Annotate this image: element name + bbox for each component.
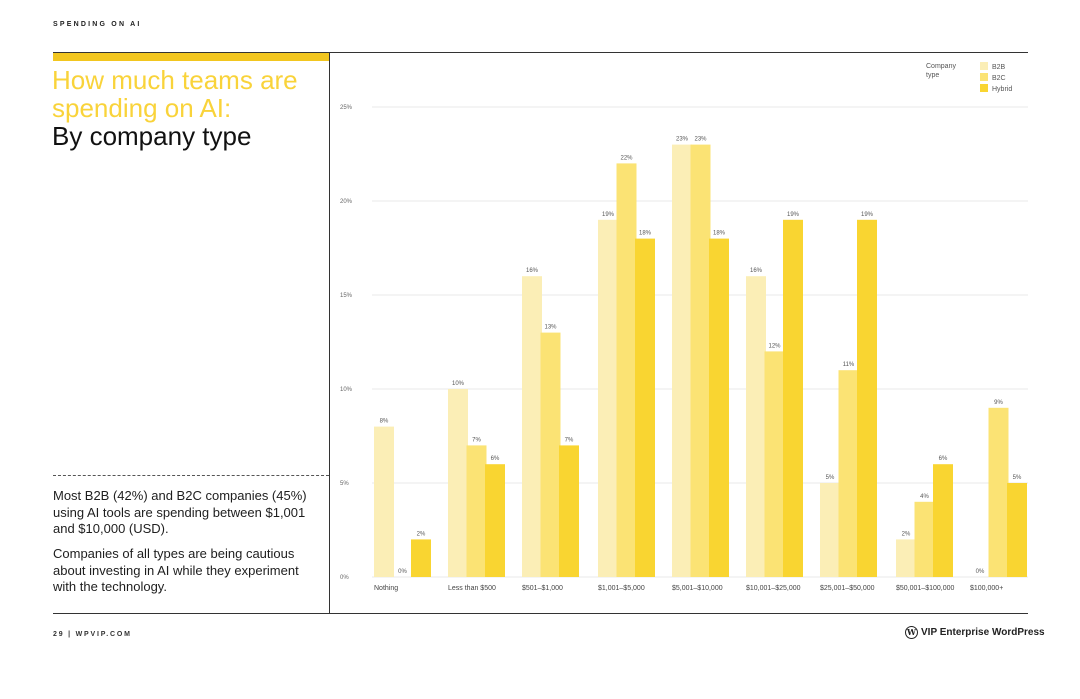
x-category-label: $10,001–$25,000 bbox=[746, 585, 801, 592]
x-category-label: $50,001–$100,000 bbox=[896, 585, 954, 592]
data-label: 11% bbox=[843, 362, 855, 368]
data-label: 16% bbox=[526, 268, 539, 274]
bar-b2b-7 bbox=[896, 539, 916, 577]
legend-swatch-hybrid bbox=[980, 84, 988, 92]
bar-hybrid-8 bbox=[1007, 483, 1027, 577]
bar-b2c-7 bbox=[914, 501, 935, 577]
bar-hybrid-4 bbox=[709, 238, 729, 577]
bar-b2b-5 bbox=[746, 276, 766, 577]
bar-b2b-1 bbox=[448, 389, 468, 577]
x-category-label: Less than $500 bbox=[448, 585, 496, 592]
bottom-divider bbox=[53, 613, 1028, 614]
data-label: 7% bbox=[472, 437, 481, 443]
bar-b2c-2 bbox=[540, 332, 561, 577]
data-label: 19% bbox=[602, 212, 615, 218]
bar-hybrid-1 bbox=[485, 464, 505, 577]
bar-b2b-0 bbox=[374, 426, 394, 577]
top-divider bbox=[53, 52, 1028, 53]
y-tick-label: 15% bbox=[340, 293, 353, 299]
data-label: 16% bbox=[750, 268, 763, 274]
x-category-label: $100,000+ bbox=[970, 585, 1003, 592]
bar-b2b-3 bbox=[598, 219, 618, 578]
data-label: 18% bbox=[639, 231, 652, 237]
y-tick-label: 20% bbox=[340, 199, 353, 205]
footer-brand-text: VIP Enterprise WordPress bbox=[921, 627, 1045, 638]
data-label: 6% bbox=[939, 456, 948, 462]
data-label: 6% bbox=[491, 456, 500, 462]
bar-b2b-6 bbox=[820, 483, 840, 577]
summary-paragraph: Most B2B (42%) and B2C companies (45%) u… bbox=[53, 488, 307, 536]
legend-label-hybrid: Hybrid bbox=[992, 86, 1012, 93]
data-label: 19% bbox=[861, 212, 874, 218]
data-label: 2% bbox=[902, 531, 911, 537]
legend-swatch-b2c bbox=[980, 73, 988, 81]
data-label: 0% bbox=[398, 569, 407, 575]
bar-hybrid-3 bbox=[635, 238, 655, 577]
data-label: 9% bbox=[994, 400, 1003, 406]
data-label: 12% bbox=[768, 343, 781, 349]
x-category-label: $5,001–$10,000 bbox=[672, 585, 723, 592]
data-label: 23% bbox=[694, 137, 707, 143]
bar-b2c-5 bbox=[764, 351, 785, 577]
column-divider bbox=[329, 52, 330, 614]
y-tick-label: 5% bbox=[340, 481, 349, 487]
x-category-label: $501–$1,000 bbox=[522, 585, 563, 592]
insight-paragraph: Companies of all types are being cautiou… bbox=[53, 546, 299, 594]
chart-labels: 0% 5% 10% 15% 20% 25% 8% 0% 2% Nothing 10% 7% 6% Less… bbox=[340, 105, 1022, 592]
footer-page-info[interactable]: 29 | WPVIP.COM bbox=[53, 631, 132, 638]
section-label: SPENDING ON AI bbox=[53, 21, 142, 28]
bar-hybrid-0 bbox=[411, 539, 431, 577]
chart-legend: Company type B2B B2C Hybrid bbox=[926, 62, 1012, 93]
bar-b2b-2 bbox=[522, 276, 542, 577]
spending-bar-chart: 0% 5% 10% 15% 20% 25% 8% 0% 2% Nothing 10% 7% 6% Less… bbox=[340, 62, 1028, 592]
x-category-label: Nothing bbox=[374, 585, 398, 592]
x-category-label: $1,001–$5,000 bbox=[598, 585, 645, 592]
bar-hybrid-2 bbox=[559, 445, 579, 577]
data-label: 7% bbox=[565, 437, 574, 443]
x-category-label: $25,001–$50,000 bbox=[820, 585, 875, 592]
text-divider bbox=[53, 475, 329, 477]
data-label: 5% bbox=[826, 475, 835, 481]
legend-title: Company bbox=[926, 63, 956, 70]
data-label: 10% bbox=[452, 381, 465, 387]
data-label: 8% bbox=[380, 419, 389, 425]
legend-label-b2c: B2C bbox=[992, 75, 1006, 82]
data-label: 18% bbox=[713, 231, 726, 237]
data-label: 22% bbox=[620, 155, 633, 161]
bar-hybrid-7 bbox=[933, 464, 953, 577]
data-label: 13% bbox=[544, 325, 557, 331]
footer-brand: W VIP Enterprise WordPress bbox=[905, 626, 1045, 639]
bar-b2b-4 bbox=[672, 144, 692, 577]
bar-b2c-3 bbox=[616, 163, 637, 577]
bar-hybrid-6 bbox=[857, 219, 877, 578]
data-label: 19% bbox=[787, 212, 800, 218]
wordpress-logo-icon: W bbox=[905, 626, 918, 639]
legend-title: type bbox=[926, 72, 939, 79]
y-tick-label: 25% bbox=[340, 105, 353, 111]
legend-swatch-b2b bbox=[980, 62, 988, 70]
y-tick-label: 0% bbox=[340, 575, 349, 581]
data-label: 23% bbox=[676, 137, 689, 143]
page-title-subtitle: By company type bbox=[52, 121, 252, 151]
data-label: 0% bbox=[976, 569, 985, 575]
bar-b2c-8 bbox=[988, 407, 1009, 577]
accent-bar bbox=[53, 53, 329, 61]
bar-b2c-4 bbox=[690, 144, 711, 577]
legend-label-b2b: B2B bbox=[992, 64, 1006, 71]
bar-b2c-1 bbox=[466, 445, 487, 577]
y-tick-label: 10% bbox=[340, 387, 353, 393]
data-label: 4% bbox=[920, 494, 929, 500]
data-label: 2% bbox=[417, 531, 426, 537]
bar-b2c-6 bbox=[838, 370, 859, 577]
bar-hybrid-5 bbox=[783, 219, 803, 578]
data-label: 5% bbox=[1013, 475, 1022, 481]
page-title-highlight: How much teams are spending on AI: bbox=[52, 65, 298, 123]
chart-bars bbox=[374, 144, 1027, 578]
